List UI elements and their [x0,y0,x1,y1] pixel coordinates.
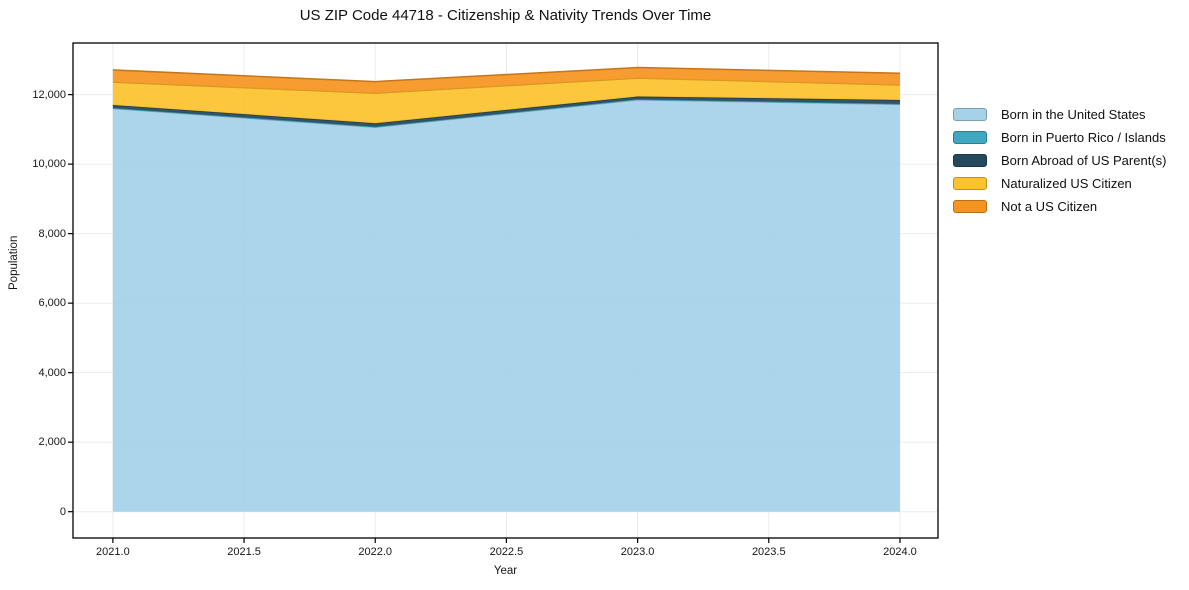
legend-swatch-born-abroad [953,154,987,167]
y-tick-label: 12,000 [32,88,66,101]
legend-swatch-born-us [953,108,987,121]
legend-item: Not a US Citizen [953,195,1166,218]
y-tick-label: 10,000 [32,158,66,171]
y-tick-label: 4,000 [38,366,66,379]
legend-item: Born Abroad of US Parent(s) [953,149,1166,172]
legend-label: Born in the United States [1001,107,1146,122]
y-tick-label: 8,000 [38,227,66,240]
legend-item: Naturalized US Citizen [953,172,1166,195]
legend-label: Not a US Citizen [1001,199,1098,214]
legend-label: Born Abroad of US Parent(s) [1001,153,1167,168]
x-tick-label: 2021.0 [96,546,130,558]
legend: Born in the United States Born in Puerto… [953,103,1166,218]
legend-swatch-naturalized [953,177,987,190]
x-tick-label: 2024.0 [883,546,917,558]
legend-item: Born in the United States [953,103,1166,126]
legend-item: Born in Puerto Rico / Islands [953,126,1166,149]
y-tick-label: 6,000 [38,297,66,310]
x-axis-label: Year [493,565,518,577]
area-band-0 [112,99,900,512]
x-tick-label: 2021.5 [227,546,261,558]
legend-swatch-not-citizen [953,200,987,213]
legend-swatch-puerto-rico [953,131,987,144]
plot-border [72,42,939,539]
x-tick-label: 2022.5 [489,546,524,558]
legend-label: Born in Puerto Rico / Islands [1001,130,1166,145]
legend-label: Naturalized US Citizen [1001,176,1132,191]
x-tick-label: 2023.0 [620,546,655,558]
area-band-3 [112,78,900,124]
x-tick-label: 2023.5 [751,546,786,558]
y-tick-label: 2,000 [38,436,66,449]
x-tick-label: 2022.0 [358,546,393,558]
y-tick-label: 0 [59,505,66,518]
area-band-4 [112,67,900,94]
chart-title: US ZIP Code 44718 - Citizenship & Nativi… [299,7,712,24]
area-band-edge-4 [112,66,900,83]
